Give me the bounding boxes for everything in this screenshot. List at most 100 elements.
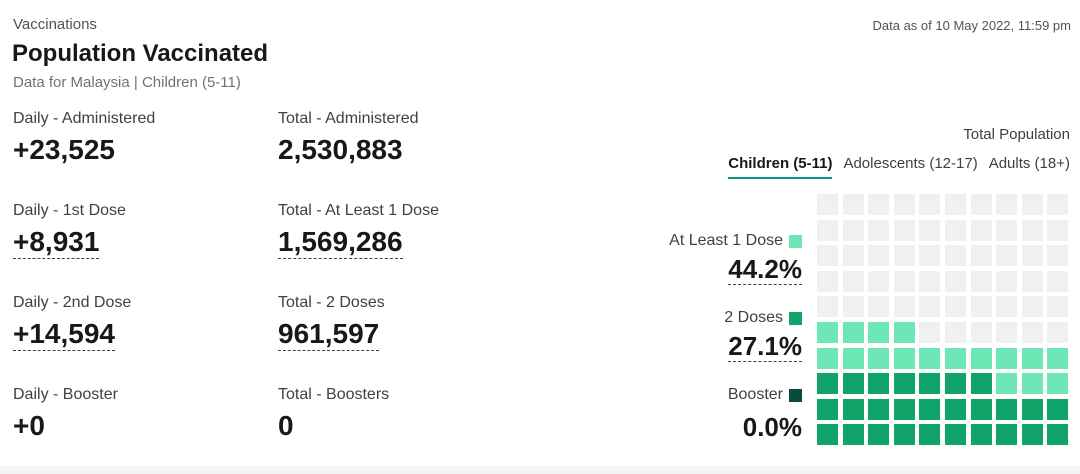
waffle-cell: [919, 424, 941, 446]
waffle-cell: [996, 296, 1018, 318]
waffle-cell: [996, 270, 1018, 292]
waffle-cell: [842, 373, 864, 395]
waffle-cell: [842, 296, 864, 318]
waffle-cell: [842, 424, 864, 446]
tab-adolescents[interactable]: Adolescents (12-17): [843, 155, 978, 172]
tab-adults[interactable]: Adults (18+): [988, 155, 1070, 172]
waffle-cell: [868, 296, 890, 318]
legend-pct[interactable]: 44.2%: [728, 254, 802, 285]
waffle-chart: [817, 194, 1072, 449]
swatch-second: [789, 311, 802, 325]
waffle-cell: [868, 270, 890, 292]
waffle-cell: [842, 270, 864, 292]
stat-label: Total - Boosters: [278, 386, 390, 403]
waffle-cell: [1047, 219, 1069, 241]
waffle-cell: [893, 194, 915, 215]
waffle-cell: [893, 245, 915, 267]
waffle-cell: [1047, 347, 1069, 369]
stat-label: Daily - 1st Dose: [13, 202, 126, 219]
waffle-cell: [817, 398, 838, 420]
waffle-cell: [996, 347, 1018, 369]
waffle-cell: [817, 194, 838, 215]
waffle-cell: [1021, 373, 1043, 395]
waffle-cell: [945, 296, 966, 318]
waffle-cell: [1021, 424, 1043, 446]
stat-daily-administered: Daily - Administered +23,525: [13, 110, 155, 166]
data-as-of: Data as of 10 May 2022, 11:59 pm: [872, 18, 1072, 33]
stat-total-booster: Total - Boosters 0: [278, 386, 389, 442]
waffle-cell: [996, 373, 1018, 395]
stat-value[interactable]: +8,931: [13, 226, 100, 259]
waffle-cell: [1021, 296, 1043, 318]
swatch-first: [789, 234, 802, 248]
waffle-cell: [996, 424, 1018, 446]
stat-value: 2,530,883: [278, 134, 403, 165]
waffle-cell: [868, 424, 890, 446]
page-title: Population Vaccinated: [12, 40, 269, 67]
waffle-cell: [893, 398, 915, 420]
stat-value[interactable]: +14,594: [13, 318, 115, 351]
stat-label: Daily - 2nd Dose: [13, 294, 132, 311]
waffle-cell: [842, 194, 864, 215]
legend-label: 2 Doses: [724, 309, 783, 326]
waffle-cell: [919, 219, 941, 241]
waffle-cell: [842, 347, 864, 369]
population-tabs: Children (5-11) Adolescents (12-17) Adul…: [728, 155, 1070, 179]
stat-daily-booster: Daily - Booster +0: [13, 386, 118, 442]
legend-pct: 0.0%: [742, 412, 802, 442]
waffle-cell: [842, 245, 864, 267]
stat-value[interactable]: 961,597: [278, 318, 380, 351]
stat-total-second-dose: Total - 2 Doses 961,597: [278, 294, 385, 351]
waffle-cell: [868, 219, 890, 241]
waffle-cell: [1021, 322, 1043, 343]
waffle-cell: [970, 194, 992, 215]
waffle-cell: [893, 424, 915, 446]
swatch-booster: [789, 388, 802, 402]
section-eyebrow: Vaccinations: [13, 16, 97, 33]
stat-label: Total - Administered: [278, 110, 419, 127]
stat-label: Daily - Administered: [13, 110, 156, 127]
tab-children[interactable]: Children (5-11): [728, 155, 833, 179]
waffle-cell: [919, 347, 941, 369]
waffle-cell: [842, 322, 864, 343]
waffle-cell: [996, 245, 1018, 267]
waffle-cell: [970, 219, 992, 241]
waffle-cell: [1047, 373, 1069, 395]
legend-label: Booster: [727, 386, 783, 403]
footer-divider: [0, 466, 1080, 474]
waffle-cell: [817, 219, 838, 241]
stat-label: Total - At Least 1 Dose: [278, 202, 439, 219]
stat-value[interactable]: 1,569,286: [278, 226, 403, 259]
stat-total-administered: Total - Administered 2,530,883: [278, 110, 419, 166]
waffle-cell: [945, 373, 966, 395]
legend-label: At Least 1 Dose: [669, 232, 783, 249]
waffle-cell: [945, 398, 966, 420]
waffle-cell: [919, 270, 941, 292]
waffle-cell: [996, 322, 1018, 343]
waffle-cell: [996, 398, 1018, 420]
stat-total-first-dose: Total - At Least 1 Dose 1,569,286: [278, 202, 439, 259]
total-population-label: Total Population: [963, 126, 1070, 143]
waffle-cell: [1047, 194, 1069, 215]
waffle-cell: [945, 424, 966, 446]
waffle-cell: [970, 270, 992, 292]
waffle-cell: [970, 296, 992, 318]
waffle-cell: [919, 194, 941, 215]
legend-at-least-1: At Least 1 Dose 44.2%: [669, 232, 802, 285]
waffle-cell: [996, 219, 1018, 241]
waffle-cell: [817, 424, 838, 446]
waffle-cell: [817, 296, 838, 318]
waffle-cell: [868, 347, 890, 369]
waffle-cell: [970, 373, 992, 395]
waffle-cell: [919, 373, 941, 395]
waffle-cell: [1047, 270, 1069, 292]
waffle-cell: [970, 322, 992, 343]
waffle-cell: [868, 322, 890, 343]
waffle-cell: [817, 373, 838, 395]
legend-pct[interactable]: 27.1%: [728, 331, 802, 362]
waffle-cell: [945, 347, 966, 369]
waffle-cell: [1047, 245, 1069, 267]
waffle-cell: [970, 347, 992, 369]
waffle-cell: [1047, 322, 1069, 343]
stat-label: Daily - Booster: [13, 386, 118, 403]
